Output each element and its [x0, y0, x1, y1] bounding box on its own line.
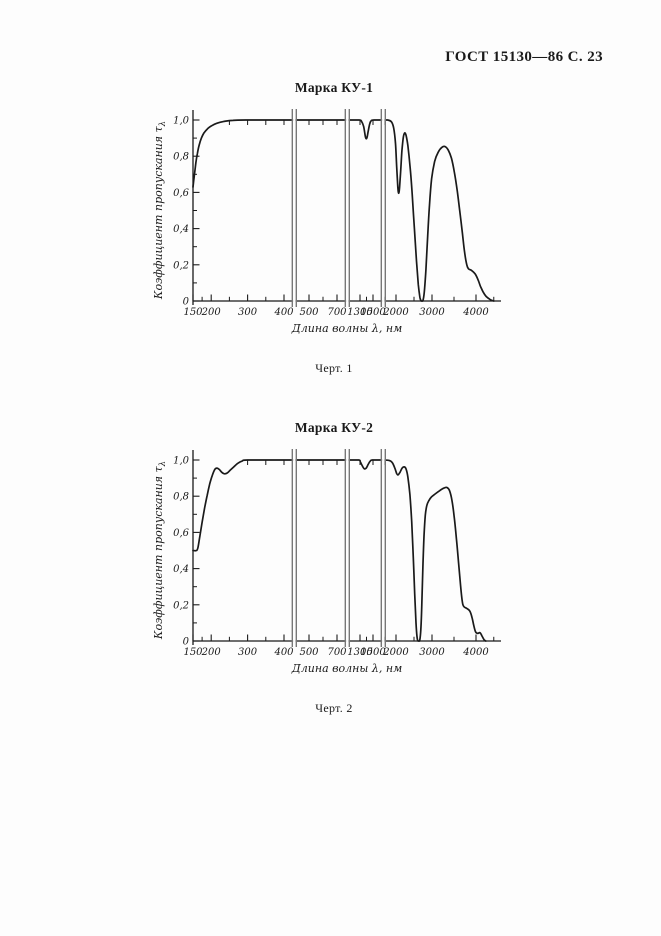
y-tick-label: 0,8 [173, 152, 189, 163]
figure-title-ku1: Марка КУ-1 [294, 80, 374, 95]
figure-ku1: Марка КУ-1 0 0,2 0,4 0,6 0,8 1,0 150 200 300 400 5… [148, 80, 520, 376]
x-tick-label: 4000 [462, 307, 489, 318]
x-tick-label: 3000 [419, 307, 445, 318]
y-axis-label: Коэффициент пропускания τλ [152, 121, 168, 300]
x-tick-label: 2000 [382, 307, 409, 318]
x-tick-label: 3000 [419, 647, 445, 658]
x-tick-label: 150 [183, 307, 203, 318]
x-tick-label: 300 [238, 307, 258, 318]
x-tick-label: 500 [299, 647, 319, 658]
y-tick-label: 0,2 [173, 600, 189, 611]
y-tick-label: 1,0 [173, 116, 190, 127]
figure-title-ku2: Марка КУ-2 [294, 420, 374, 435]
y-tick-label: 0 [183, 297, 190, 308]
x-tick-label: 500 [299, 307, 319, 318]
x-tick-label: 4000 [462, 647, 489, 658]
y-tick-label: 0,2 [173, 260, 189, 271]
transmission-curve [192, 119, 495, 302]
y-tick-label: 0,6 [173, 188, 190, 199]
x-tick-label: 200 [201, 647, 222, 658]
x-tick-label: 700 [327, 647, 347, 658]
x-tick-label: 1500 [360, 647, 386, 658]
x-tick-label: 400 [273, 307, 294, 318]
y-tick-label: 1,0 [173, 456, 190, 467]
x-tick-label: 1300 [347, 647, 373, 658]
y-tick-label: 0,4 [173, 564, 189, 575]
transmission-curve [192, 459, 487, 642]
axis-break-gap [346, 109, 349, 307]
axis-break-gap [382, 449, 385, 647]
y-tick-label: 0,6 [173, 528, 190, 539]
axis-break-gap [293, 109, 296, 307]
x-tick-label: 1500 [360, 307, 386, 318]
x-tick-label: 300 [238, 647, 258, 658]
transmission-chart-ku2: 0 0,2 0,4 0,6 0,8 1,0 150 200 300 400 500 700 130015… [152, 449, 501, 675]
x-tick-label: 1300 [347, 307, 373, 318]
figure-ku2: Марка КУ-2 0 0,2 0,4 0,6 0,8 1,0 150 200 300 400 5… [148, 420, 520, 716]
y-tick-label: 0,8 [173, 492, 189, 503]
transmission-chart-ku1: 0 0,2 0,4 0,6 0,8 1,0 150 200 300 400 500 700 130015… [152, 109, 501, 335]
page-header: ГОСТ 15130—86 С. 23 [445, 49, 603, 65]
axis-break-gap [293, 449, 296, 647]
y-tick-label: 0 [183, 637, 190, 648]
x-axis-label: Длина волны λ, нм [291, 662, 402, 675]
axis-break-gap [382, 109, 385, 307]
x-axis-label: Длина волны λ, нм [291, 322, 402, 335]
x-tick-label: 200 [201, 307, 222, 318]
x-tick-label: 150 [183, 647, 203, 658]
x-tick-label: 2000 [382, 647, 409, 658]
axis-break-gap [346, 449, 349, 647]
y-axis-label: Коэффициент пропускания τλ [152, 461, 168, 640]
y-tick-label: 0,4 [173, 224, 189, 235]
x-tick-label: 700 [327, 307, 347, 318]
figure-caption-1: Черт. 1 [315, 361, 353, 375]
x-tick-label: 400 [273, 647, 294, 658]
figure-caption-2: Черт. 2 [315, 701, 353, 715]
